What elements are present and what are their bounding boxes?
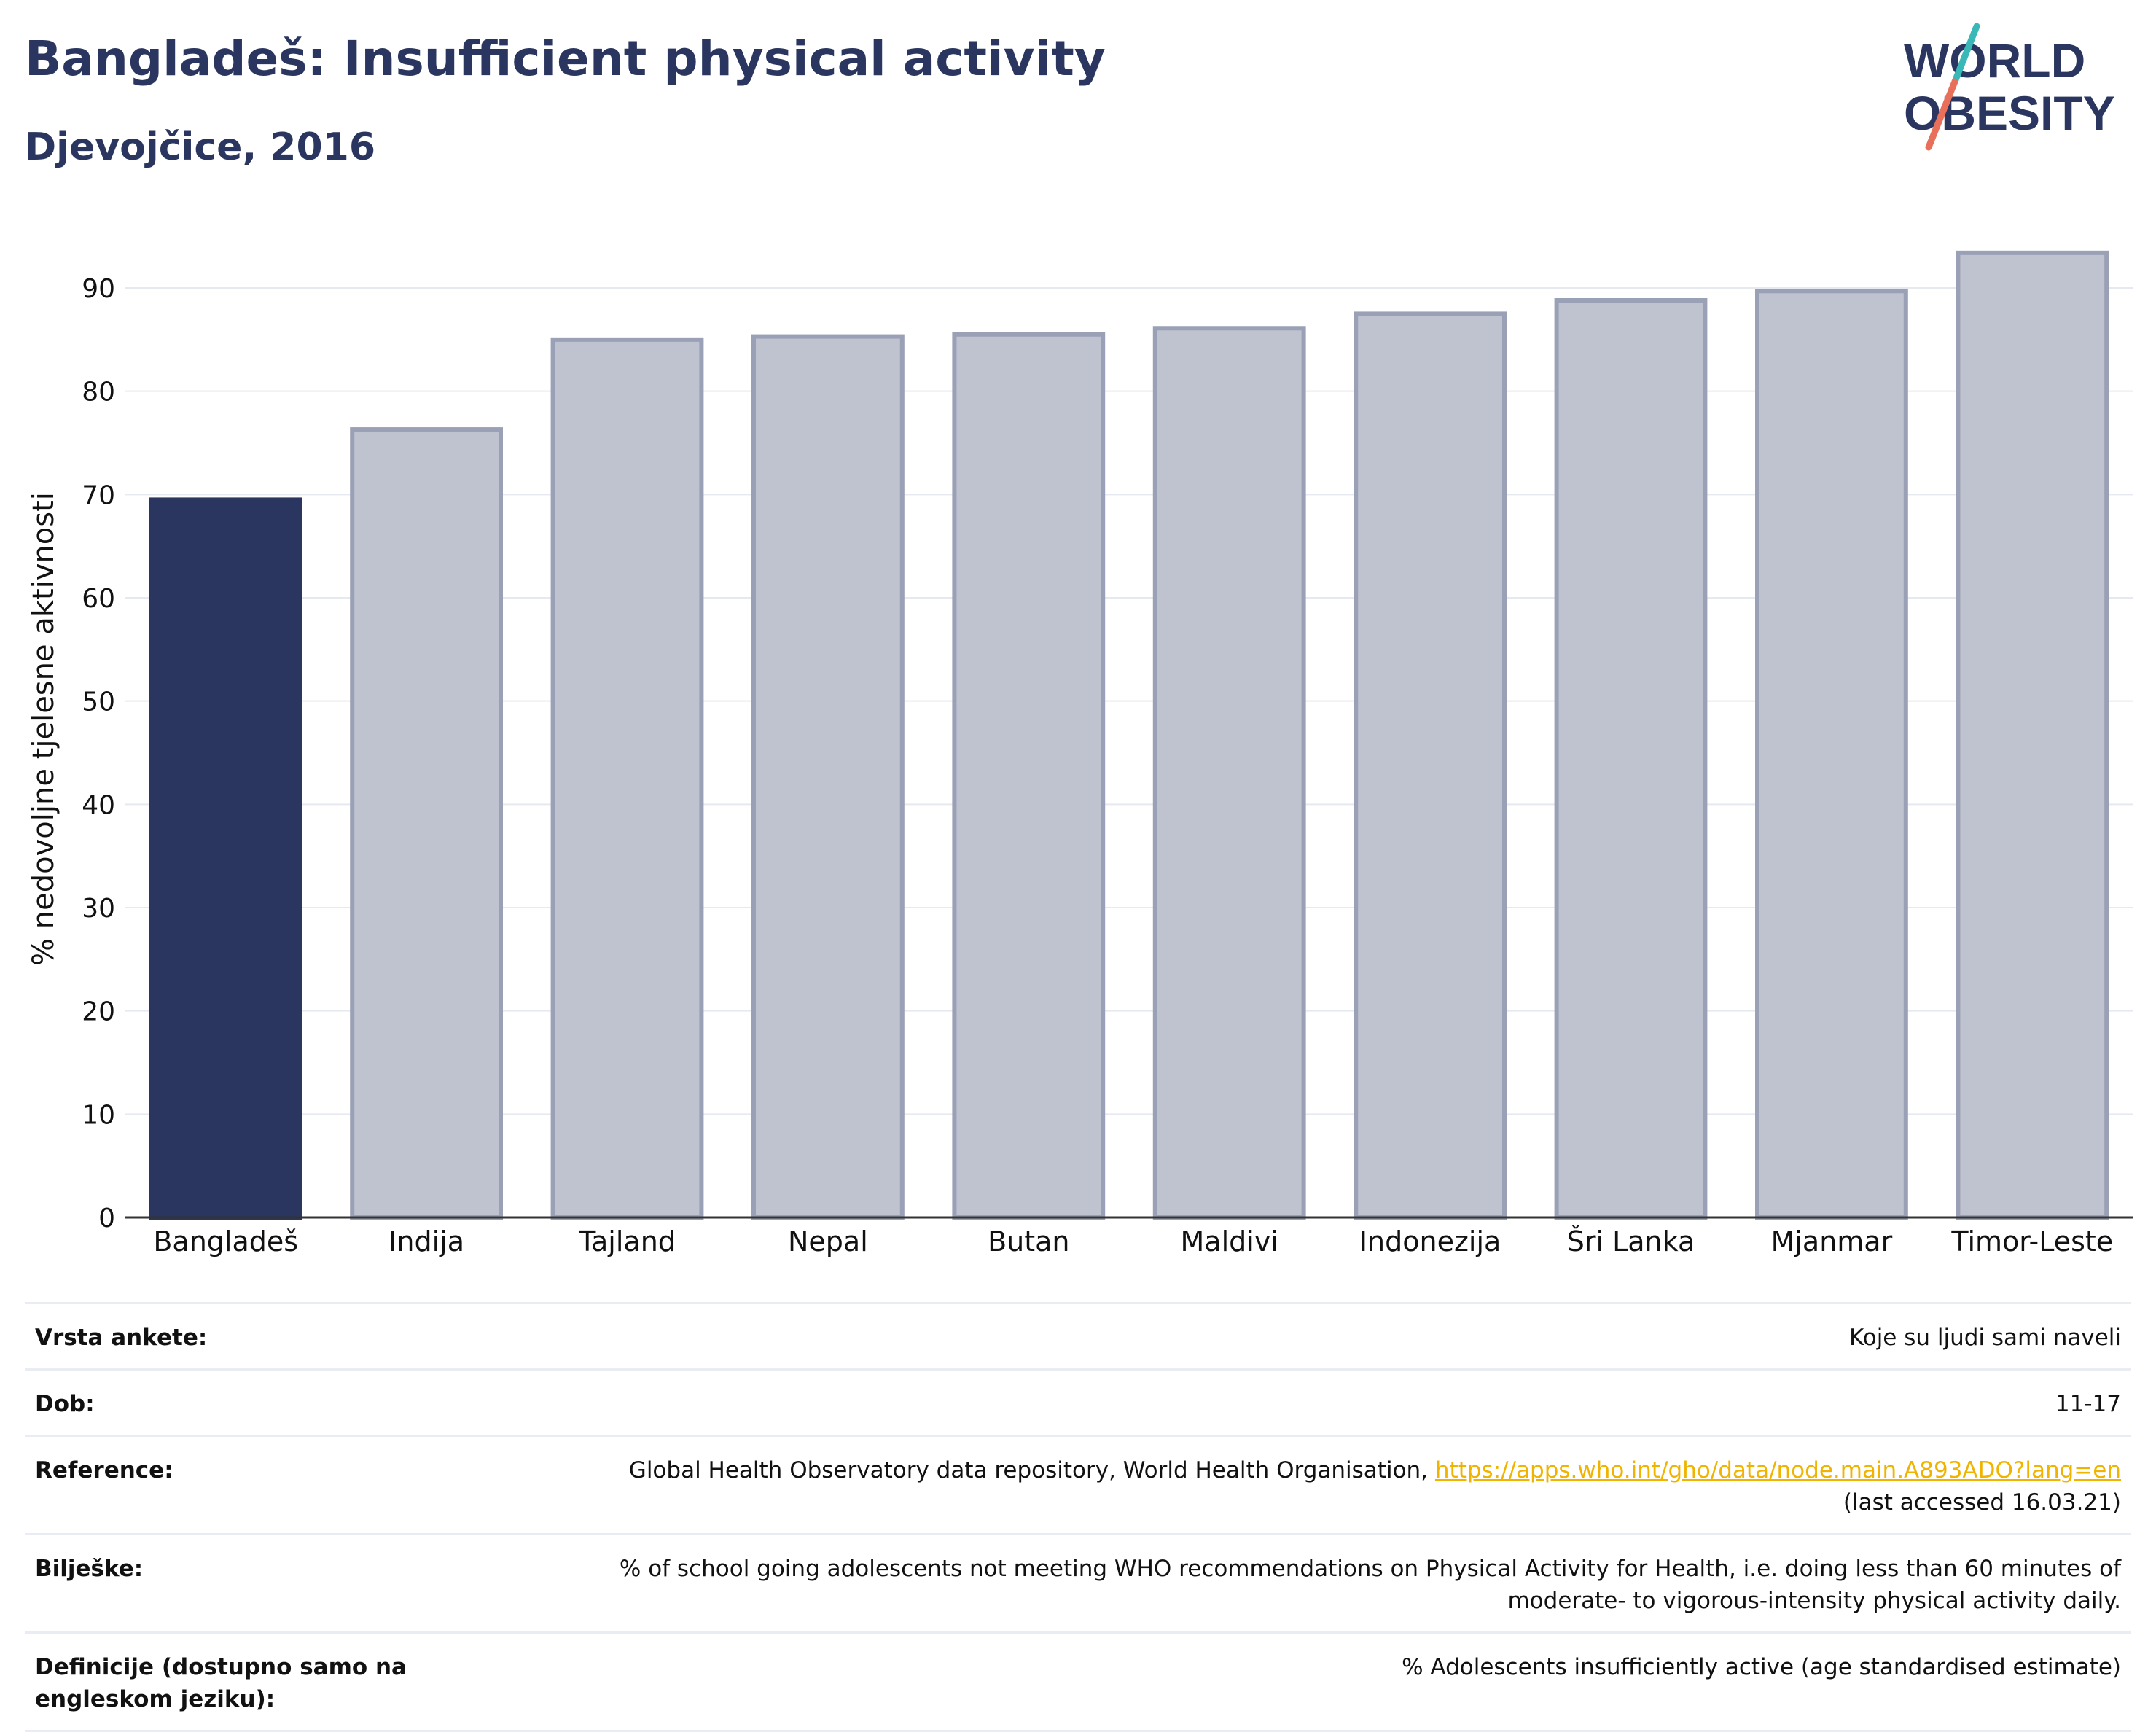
x-tick-label: Butan: [988, 1225, 1069, 1258]
x-tick-label: Timor-Leste: [1950, 1225, 2113, 1258]
y-tick-label: 40: [82, 790, 115, 820]
world-obesity-logo: WORLD OBESITY: [1904, 23, 2115, 151]
info-value: % Adolescents insufficiently active (age…: [555, 1631, 2131, 1732]
x-tick-label: Mjanmar: [1771, 1225, 1893, 1258]
reference-accessed: (last accessed 16.03.21): [1843, 1489, 2121, 1516]
page-subtitle: Djevojčice, 2016: [25, 125, 376, 169]
bar-chart: 0 10 20 30 40 50 60 70 80 90 Bangladeš Indija Tajla…: [82, 250, 2133, 1258]
reference-link[interactable]: https://apps.who.int/gho/data/node.main.…: [1434, 1457, 2121, 1483]
bars: [149, 250, 2109, 1220]
bar-butan: [952, 332, 1106, 1220]
logo-slash-bottom-icon: [1925, 78, 1958, 151]
info-row-reference: Reference: Global Health Observatory dat…: [25, 1435, 2131, 1535]
y-tick-label: 50: [82, 687, 115, 717]
x-tick-label: Tajland: [578, 1225, 676, 1258]
info-key: Reference:: [25, 1435, 555, 1535]
y-axis-label: % nedovoljne tjelesne aktivnosti: [27, 492, 60, 966]
y-tick-label: 60: [82, 584, 115, 614]
info-value: 11-17: [555, 1368, 2131, 1436]
info-row-age: Dob: 11-17: [25, 1368, 2131, 1436]
bar-maldivi: [1152, 326, 1306, 1220]
bar-indija: [350, 427, 503, 1220]
info-key: Dob:: [25, 1368, 555, 1436]
y-tick-labels: 0 10 20 30 40 50 60 70 80 90: [82, 274, 115, 1233]
x-tick-label: Indija: [388, 1225, 464, 1258]
logo-text-world: WORLD: [1904, 34, 2085, 87]
y-tick-label: 10: [82, 1100, 115, 1130]
bar-mjanmar: [1755, 289, 1908, 1220]
info-key: Definicije (dostupno samo na engleskom j…: [25, 1631, 555, 1732]
x-tick-label: Indonezija: [1359, 1225, 1501, 1258]
bar--ri-lanka: [1554, 298, 1708, 1220]
bar-banglade-: [149, 497, 302, 1220]
y-tick-label: 70: [82, 480, 115, 510]
logo-slash-top-icon: [1951, 23, 1980, 85]
info-row-definitions: Definicije (dostupno samo na engleskom j…: [25, 1631, 2131, 1732]
y-tick-label: 30: [82, 894, 115, 924]
y-tick-label: 80: [82, 378, 115, 408]
x-tick-label: Šri Lanka: [1567, 1225, 1695, 1258]
y-tick-label: 0: [98, 1204, 115, 1233]
info-row-survey: Vrsta ankete: Koje su ljudi sami naveli: [25, 1302, 2131, 1370]
info-key: Bilješke:: [25, 1533, 555, 1633]
info-value: Global Health Observatory data repositor…: [555, 1435, 2131, 1535]
x-tick-label: Nepal: [788, 1225, 868, 1258]
info-table: Vrsta ankete: Koje su ljudi sami naveli …: [25, 1302, 2131, 1732]
y-tick-label: 90: [82, 274, 115, 304]
bar-timor-leste: [1956, 250, 2109, 1220]
info-row-notes: Bilješke: % of school going adolescents …: [25, 1533, 2131, 1633]
x-tick-labels: Bangladeš Indija Tajland Nepal Butan Maldivi I…: [153, 1225, 2113, 1258]
info-value: % of school going adolescents not meetin…: [555, 1533, 2131, 1633]
reference-text: Global Health Observatory data repositor…: [628, 1457, 1429, 1483]
info-key: Vrsta ankete:: [25, 1302, 555, 1370]
bar-nepal: [751, 334, 905, 1220]
info-value: Koje su ljudi sami naveli: [555, 1302, 2131, 1370]
bar-tajland: [550, 337, 704, 1220]
x-tick-label: Maldivi: [1181, 1225, 1278, 1258]
y-tick-label: 20: [82, 997, 115, 1027]
x-tick-label: Bangladeš: [153, 1225, 298, 1258]
bar-indonezija: [1354, 311, 1507, 1220]
page-title: Bangladeš: Insufficient physical activit…: [25, 31, 1106, 87]
